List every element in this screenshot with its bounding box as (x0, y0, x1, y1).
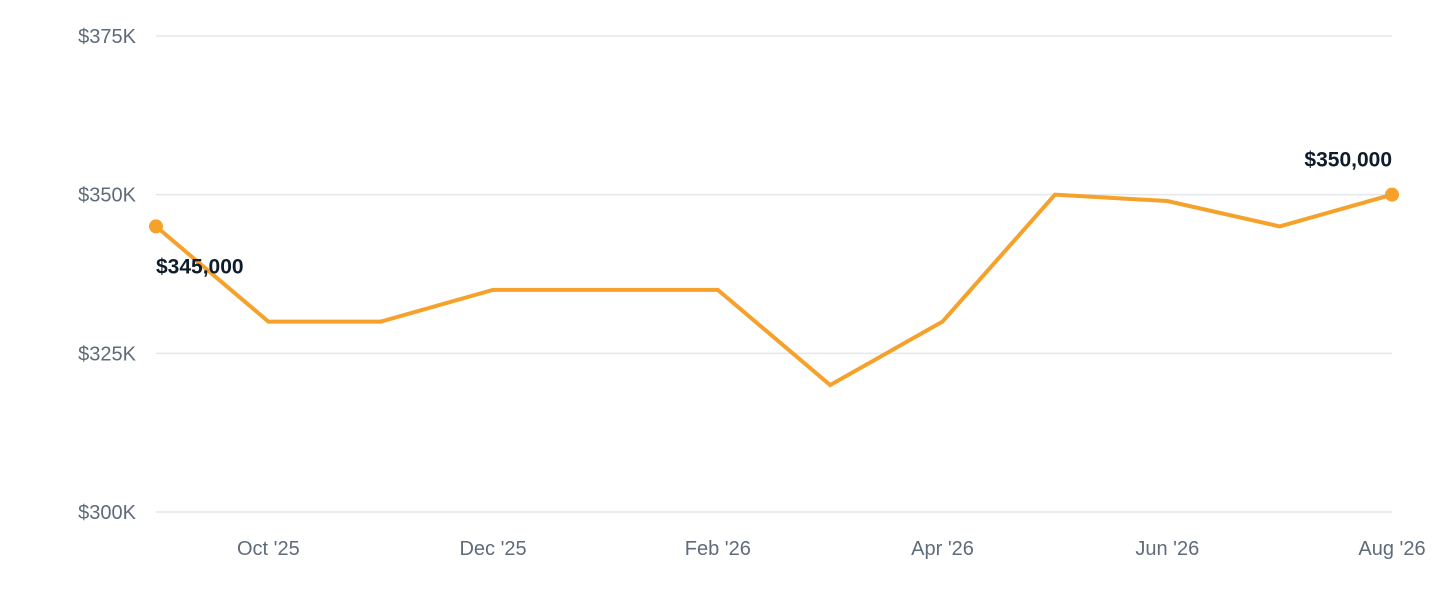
y-tick-label: $350K (78, 185, 136, 207)
x-tick-label: Aug '26 (1358, 538, 1425, 560)
y-tick-label: $375K (78, 26, 136, 48)
x-tick-label: Dec '25 (459, 538, 526, 560)
x-tick-label: Feb '26 (685, 538, 751, 560)
series-layer (154, 192, 1393, 388)
x-tick-label: Oct '25 (237, 538, 300, 560)
y-tick-label: $325K (78, 343, 136, 365)
data-point-marker (149, 219, 163, 234)
y-tick-label: $300K (78, 502, 136, 524)
data-point-marker (1385, 187, 1399, 202)
data-label: $345,000 (156, 255, 244, 278)
annotation-layer: $345,000 $350,000 (156, 149, 1392, 279)
data-label: $350,000 (1304, 149, 1392, 172)
x-tick-label: Apr '26 (911, 538, 974, 560)
y-axis: $375K $350K $325K $300K (78, 26, 136, 524)
point-layer (149, 187, 1399, 234)
x-tick-label: Jun '26 (1135, 538, 1199, 560)
grid-layer (156, 35, 1392, 513)
x-axis: Oct '25 Dec '25 Feb '26 Apr '26 Jun '26 Aug '… (237, 538, 1426, 560)
series-line-0 (154, 192, 1393, 388)
